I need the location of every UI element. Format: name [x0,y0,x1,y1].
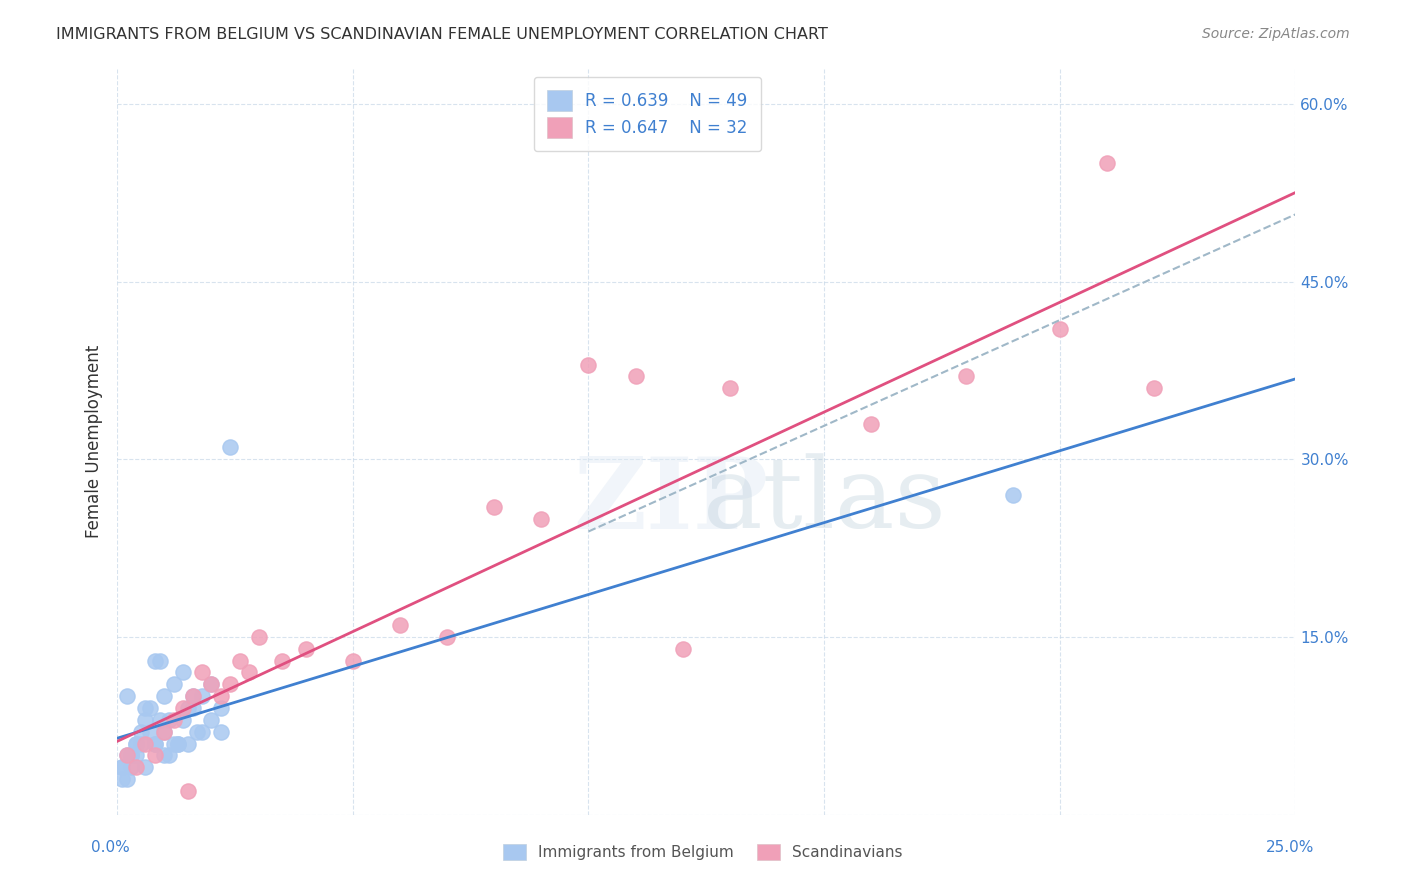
Point [177,737,200,751]
Point [718,381,741,395]
Point [149,654,172,668]
Point [153,748,176,763]
Point [191,724,214,739]
Point [115,748,138,763]
Point [1143,381,1166,395]
Point [191,689,214,703]
Point [111,760,134,774]
Text: IMMIGRANTS FROM BELGIUM VS SCANDINAVIAN FEMALE UNEMPLOYMENT CORRELATION CHART: IMMIGRANTS FROM BELGIUM VS SCANDINAVIAN … [56,27,828,42]
Point [115,748,138,763]
Point [181,701,204,715]
Point [115,689,138,703]
Point [200,677,222,691]
Point [120,748,142,763]
Point [181,689,204,703]
Point [125,748,148,763]
Point [172,701,194,715]
Point [125,737,148,751]
Point [172,713,194,727]
Point [149,713,172,727]
Y-axis label: Female Unemployment: Female Unemployment [86,345,103,538]
Point [860,417,883,431]
Point [388,618,411,632]
Point [238,665,260,680]
Point [955,369,977,384]
Point [624,369,647,384]
Point [143,737,166,751]
Point [143,748,166,763]
Point [163,713,186,727]
Text: ZIP: ZIP [574,453,769,549]
Point [153,724,176,739]
Point [484,500,506,514]
Point [134,737,156,751]
Point [111,772,134,786]
Point [436,630,458,644]
Point [530,511,553,525]
Point [177,784,200,798]
Point [578,358,600,372]
Point [120,748,142,763]
Text: atlas: atlas [703,453,945,549]
Point [181,689,204,703]
Point [1095,156,1118,170]
Point [1049,322,1071,336]
Point [115,772,138,786]
Point [209,724,232,739]
Point [111,760,134,774]
Point [153,724,176,739]
Point [120,760,142,774]
Point [120,748,142,763]
Point [167,737,190,751]
Point [672,641,695,656]
Point [134,713,156,727]
Text: 25.0%: 25.0% [1267,840,1315,855]
Point [134,701,156,715]
Point [167,737,190,751]
Text: 0.0%: 0.0% [91,840,131,855]
Point [163,677,186,691]
Point [125,737,148,751]
Point [177,701,200,715]
Point [191,665,214,680]
Point [143,654,166,668]
Point [143,737,166,751]
Legend: R = 0.639    N = 49, R = 0.647    N = 32: R = 0.639 N = 49, R = 0.647 N = 32 [534,77,761,151]
Point [129,737,152,751]
Point [200,677,222,691]
Text: Source: ZipAtlas.com: Source: ZipAtlas.com [1202,27,1350,41]
Point [219,441,242,455]
Point [125,760,148,774]
Point [209,701,232,715]
Point [271,654,294,668]
Point [200,713,222,727]
Point [209,689,232,703]
Point [129,724,152,739]
Point [186,724,208,739]
Point [153,689,176,703]
Point [139,701,162,715]
Point [157,713,180,727]
Point [1001,488,1024,502]
Point [172,665,194,680]
Point [157,748,180,763]
Point [229,654,252,668]
Legend: Immigrants from Belgium, Scandinavians: Immigrants from Belgium, Scandinavians [498,838,908,866]
Point [247,630,270,644]
Point [163,737,186,751]
Point [219,677,242,691]
Point [134,760,156,774]
Point [342,654,364,668]
Point [294,641,316,656]
Point [139,724,162,739]
